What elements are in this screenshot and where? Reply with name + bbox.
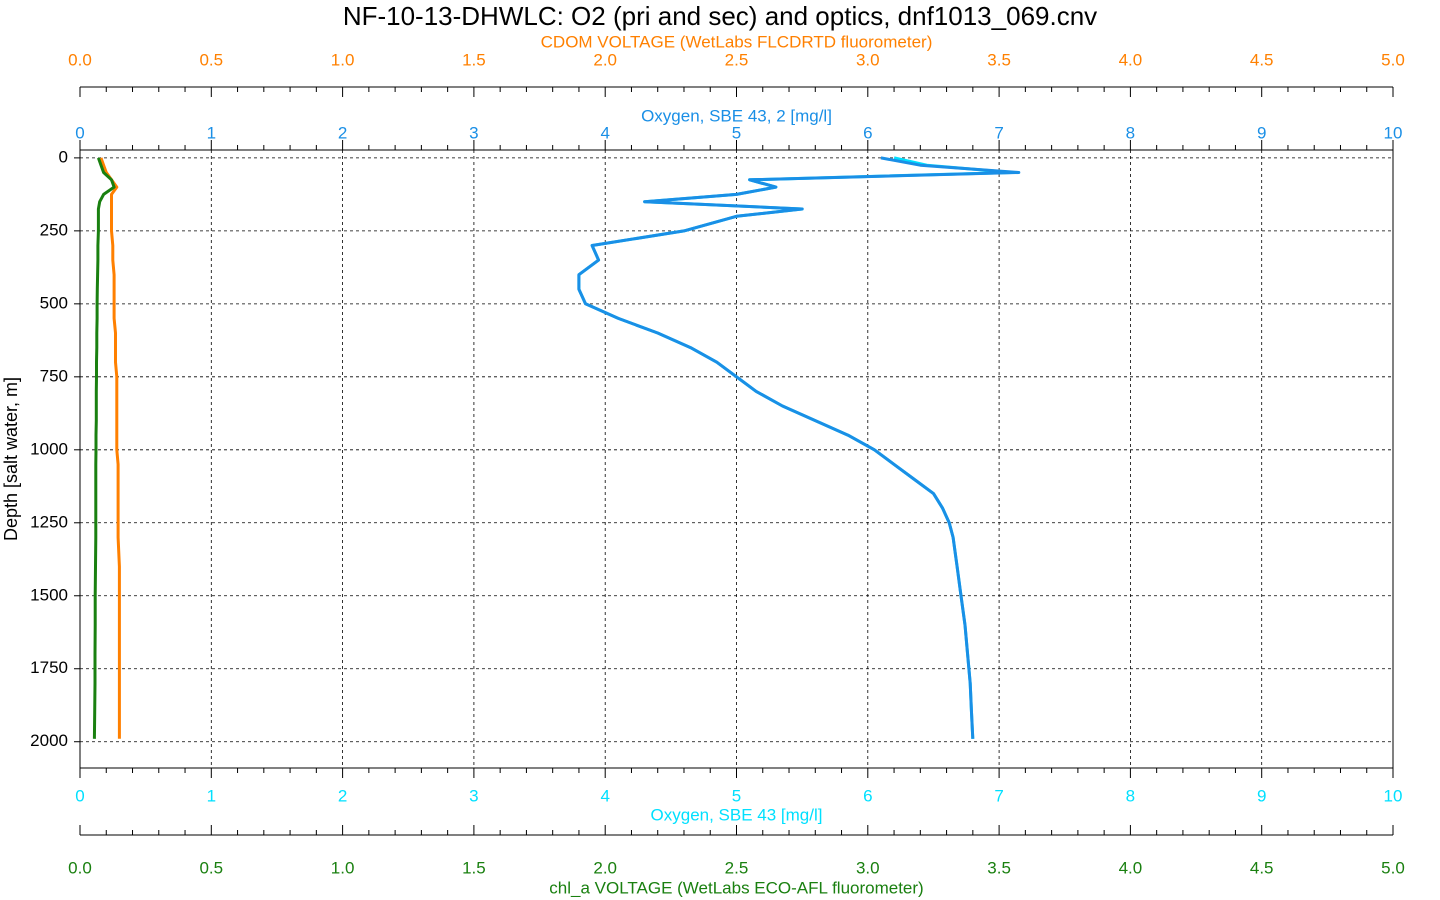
x-axis-label: Oxygen, SBE 43, 2 [mg/l] — [641, 106, 832, 125]
x-tick-label: 3 — [469, 123, 478, 142]
x-axis-label: Oxygen, SBE 43 [mg/l] — [651, 805, 823, 824]
y-tick-label: 500 — [40, 293, 68, 312]
x-tick-label: 4 — [600, 786, 609, 805]
x-tick-label: 4.0 — [1119, 50, 1143, 69]
x-tick-label: 3 — [469, 786, 478, 805]
x-tick-label: 1 — [207, 123, 216, 142]
x-tick-label: 5 — [732, 123, 741, 142]
x-tick-label: 2 — [338, 786, 347, 805]
data-line — [92, 157, 116, 739]
x-tick-label: 3.5 — [987, 50, 1011, 69]
chart-title: NF-10-13-DHWLC: O2 (pri and sec) and opt… — [343, 1, 1097, 31]
x-tick-label: 2 — [338, 123, 347, 142]
y-tick-label: 1250 — [30, 512, 68, 531]
data-line — [577, 156, 1014, 739]
x-tick-label: 3.0 — [856, 50, 880, 69]
x-tick-label: 0.5 — [199, 858, 223, 877]
x-tick-label: 4.5 — [1250, 858, 1274, 877]
y-tick-label: 1000 — [30, 439, 68, 458]
x-tick-label: 7 — [994, 786, 1003, 805]
x-tick-label: 1 — [207, 786, 216, 805]
x-axis-label: CDOM VOLTAGE (WetLabs FLCDRTD fluoromete… — [541, 32, 933, 51]
x-tick-label: 4 — [600, 123, 609, 142]
x-tick-label: 2.0 — [593, 858, 617, 877]
x-tick-label: 4.0 — [1119, 858, 1143, 877]
y-tick-label: 1750 — [30, 658, 68, 677]
x-tick-label: 5.0 — [1381, 50, 1405, 69]
x-tick-label: 5.0 — [1381, 858, 1405, 877]
y-axis-label: Depth [salt water, m] — [1, 377, 21, 541]
x-tick-label: 3.5 — [987, 858, 1011, 877]
x-tick-label: 0.5 — [199, 50, 223, 69]
x-tick-label: 0 — [75, 786, 84, 805]
y-tick-label: 250 — [40, 220, 68, 239]
x-tick-label: 2.5 — [725, 50, 749, 69]
x-axis-label: chl_a VOLTAGE (WetLabs ECO-AFL fluoromet… — [549, 878, 923, 897]
x-tick-label: 0.0 — [68, 858, 92, 877]
x-tick-label: 6 — [863, 123, 872, 142]
x-tick-label: 4.5 — [1250, 50, 1274, 69]
y-tick-label: 750 — [40, 366, 68, 385]
data-line — [99, 157, 121, 739]
y-tick-label: 2000 — [30, 731, 68, 750]
x-tick-label: 1.0 — [331, 858, 355, 877]
x-tick-label: 6 — [863, 786, 872, 805]
x-tick-label: 5 — [732, 786, 741, 805]
data-line — [577, 156, 1021, 739]
x-tick-label: 1.0 — [331, 50, 355, 69]
x-tick-label: 1.5 — [462, 50, 486, 69]
x-tick-label: 7 — [994, 123, 1003, 142]
x-tick-label: 0 — [75, 123, 84, 142]
x-tick-label: 8 — [1126, 786, 1135, 805]
x-tick-label: 2.5 — [725, 858, 749, 877]
x-tick-label: 2.0 — [593, 50, 617, 69]
y-tick-label: 1500 — [30, 585, 68, 604]
x-tick-label: 8 — [1126, 123, 1135, 142]
x-tick-label: 1.5 — [462, 858, 486, 877]
y-tick-label: 0 — [59, 147, 68, 166]
x-tick-label: 10 — [1384, 123, 1403, 142]
x-tick-label: 9 — [1257, 786, 1266, 805]
x-tick-label: 9 — [1257, 123, 1266, 142]
x-tick-label: 10 — [1384, 786, 1403, 805]
x-tick-label: 0.0 — [68, 50, 92, 69]
x-tick-label: 3.0 — [856, 858, 880, 877]
